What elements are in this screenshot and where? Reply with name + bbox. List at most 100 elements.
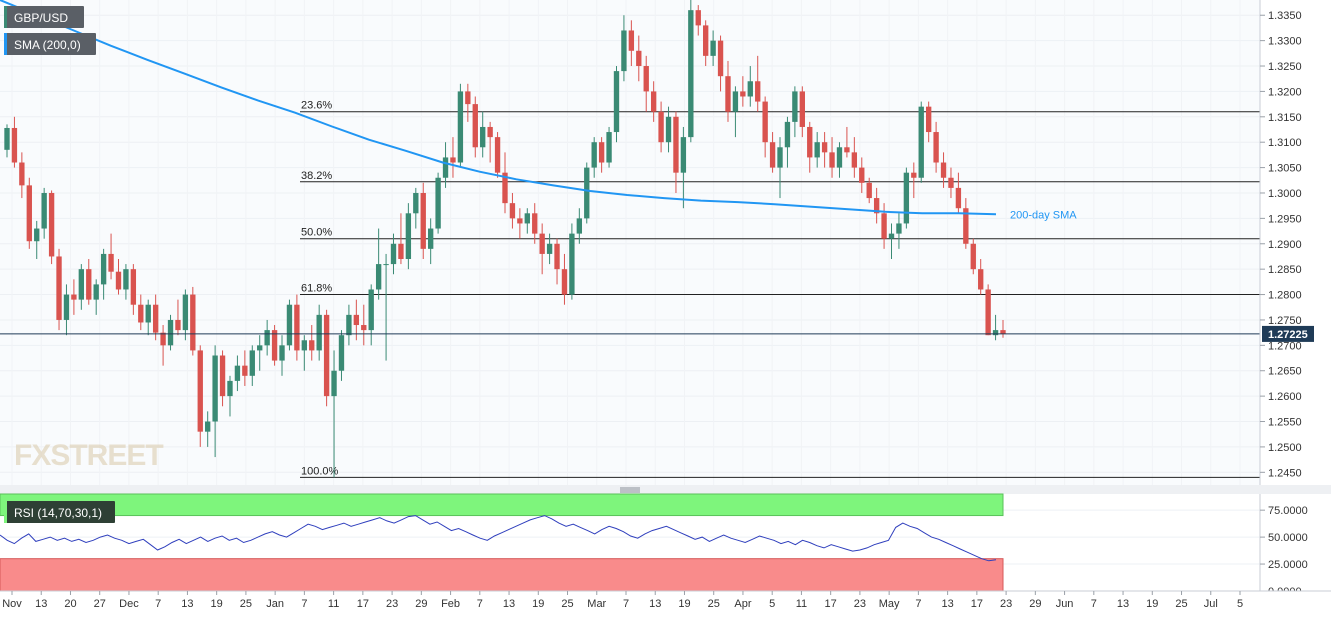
candle-body: [784, 121, 791, 148]
panel-resize-handle[interactable]: [620, 487, 640, 493]
rsi-tick-label: 50.0000: [1268, 532, 1308, 544]
candle-body: [881, 213, 887, 239]
candle-body: [1000, 330, 1006, 334]
candle-body: [844, 147, 850, 153]
candle-body: [859, 167, 865, 183]
candle-body: [368, 289, 374, 331]
candle-body: [680, 137, 687, 173]
candle-body: [769, 142, 776, 168]
price-tick-label: 1.2600: [1268, 391, 1302, 403]
candle-body: [836, 147, 843, 168]
rsi-tick-label: 25.0000: [1268, 559, 1308, 571]
time-tick-label: 5: [769, 598, 775, 610]
sma-legend-label: SMA (200,0): [14, 38, 81, 52]
candle-body: [613, 71, 620, 133]
candle-body: [227, 380, 233, 397]
price-tick-label: 1.2650: [1268, 366, 1302, 378]
rsi-legend-label: RSI (14,70,30,1): [14, 506, 102, 520]
time-tick-label: 17: [357, 598, 369, 610]
time-tick-label: Feb: [441, 598, 460, 610]
price-tick-label: 1.3100: [1268, 137, 1302, 149]
candle-body: [390, 243, 397, 265]
price-tick-label: 1.2450: [1268, 467, 1302, 479]
time-tick-label: Jan: [266, 598, 284, 610]
price-tick-label: 1.2900: [1268, 239, 1302, 251]
candle-body: [435, 177, 441, 229]
fib-level-label: 61.8%: [301, 283, 332, 295]
candle-body: [888, 233, 895, 239]
rsi-legend[interactable]: RSI (14,70,30,1): [4, 501, 115, 523]
candle-body: [762, 101, 768, 143]
candle-body: [665, 116, 672, 143]
candle-body: [257, 345, 263, 351]
sma-legend[interactable]: SMA (200,0): [4, 33, 96, 55]
candle-body: [286, 304, 293, 346]
candle-body: [732, 91, 739, 112]
time-tick-label: 29: [1029, 598, 1041, 610]
time-tick-label: 19: [532, 598, 544, 610]
rsi-axis: [1260, 494, 1331, 591]
time-tick-label: 19: [1146, 598, 1158, 610]
time-tick-label: 7: [623, 598, 629, 610]
candle-body: [591, 142, 597, 168]
candle-body: [546, 243, 553, 254]
candle-body: [747, 81, 753, 97]
candle-body: [576, 218, 583, 234]
candle-body: [383, 264, 389, 266]
candle-body: [933, 132, 939, 163]
price-tick-label: 1.2800: [1268, 290, 1302, 302]
fib-level-label: 38.2%: [301, 170, 332, 182]
candle-body: [338, 335, 345, 371]
candle-body: [190, 294, 196, 351]
fib-level-label: 100.0%: [301, 465, 339, 477]
candle-body: [41, 192, 47, 229]
time-tick-label: Apr: [734, 598, 751, 610]
time-tick-label: 13: [941, 598, 953, 610]
fibonacci-levels: 0.0%23.6%38.2%50.0%61.8%100.0%: [300, 100, 1260, 478]
candle-body: [108, 253, 114, 272]
candle-body: [457, 91, 464, 163]
candle-body: [465, 91, 471, 105]
candle-body: [643, 66, 649, 92]
price-panel: [0, 0, 1260, 485]
time-tick-label: 7: [477, 598, 483, 610]
time-tick-label: 29: [415, 598, 427, 610]
current-price-label: 1.27225: [1268, 329, 1308, 341]
time-tick-label: May: [879, 598, 900, 610]
candle-body: [242, 365, 248, 376]
symbol-legend[interactable]: GBP/USD: [4, 6, 84, 28]
candle-body: [517, 218, 523, 224]
time-tick-label: 7: [915, 598, 921, 610]
candle-body: [851, 152, 858, 168]
candle-body: [197, 350, 203, 432]
symbol-label: GBP/USD: [14, 11, 68, 25]
candle-body: [866, 182, 872, 199]
candle-body: [606, 132, 612, 163]
candle-body: [970, 243, 976, 270]
time-tick-label: 13: [649, 598, 661, 610]
candle-body: [234, 365, 241, 381]
candle-body: [219, 355, 226, 397]
time-tick-label: Nov: [2, 598, 22, 610]
candle-body: [152, 304, 159, 333]
candle-body: [903, 172, 910, 224]
time-tick-label: 23: [854, 598, 866, 610]
time-axis: [0, 591, 1331, 615]
candle-body: [34, 228, 40, 242]
price-grid: [0, 14, 1260, 473]
candle-body: [695, 10, 701, 26]
candle-body: [925, 106, 932, 133]
candle-body: [703, 25, 709, 56]
candle-body: [442, 157, 449, 178]
candle-body: [710, 40, 716, 56]
sma-layer: [0, 0, 997, 216]
candle-body: [569, 233, 575, 295]
current-price-tag: 1.27225: [1262, 325, 1314, 342]
candle-body: [78, 269, 85, 300]
candle-body: [56, 256, 62, 320]
time-tick-label: Jul: [1204, 598, 1218, 610]
candle-body: [650, 91, 657, 112]
current-price-tag-bg: [1262, 325, 1314, 342]
